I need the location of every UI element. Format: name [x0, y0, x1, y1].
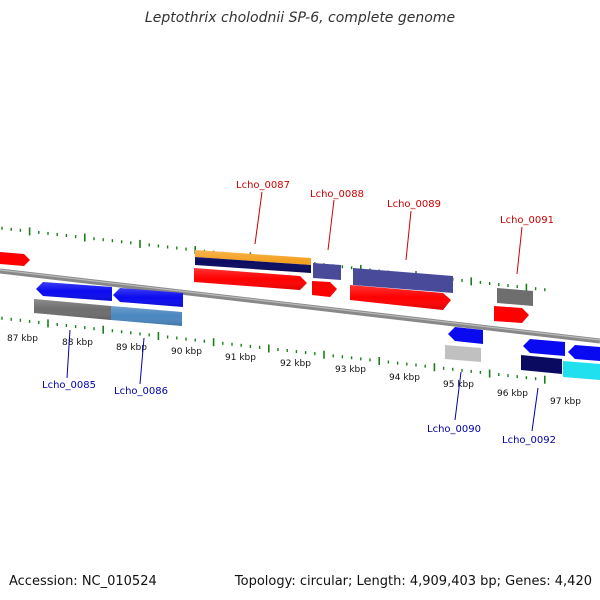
- reverse-tick-row: [1, 316, 546, 384]
- leader-lcho0088: [327, 199, 335, 251]
- feature-shading: [34, 250, 451, 326]
- leader-lcho0087: [254, 191, 263, 245]
- gene-label-lcho0090[interactable]: Lcho_0090: [427, 424, 481, 435]
- feature-lcho0090-lightgray[interactable]: [445, 345, 481, 362]
- kbp-label: 88 kbp: [62, 338, 93, 348]
- kbp-label: 97 kbp: [550, 397, 581, 407]
- kbp-labels: 87 kbp 88 kbp 89 kbp 90 kbp 91 kbp 92 kb…: [7, 334, 581, 407]
- feature-cyan[interactable]: [563, 361, 600, 380]
- feature-lcho0088-purple[interactable]: [313, 263, 341, 280]
- kbp-label: 92 kbp: [280, 359, 311, 369]
- leader-lcho0090: [454, 371, 462, 421]
- gene-label-lcho0085[interactable]: Lcho_0085: [42, 380, 96, 391]
- kbp-label: 89 kbp: [116, 343, 147, 353]
- leader-lcho0086: [139, 337, 145, 385]
- feature-lcho0091-gray[interactable]: [497, 288, 533, 306]
- kbp-label: 93 kbp: [335, 365, 366, 375]
- leader-lcho0092: [531, 387, 539, 432]
- kbp-label: 90 kbp: [171, 347, 202, 357]
- gene-label-lcho0092[interactable]: Lcho_0092: [502, 435, 556, 446]
- leader-lcho0089: [405, 210, 412, 261]
- genome-backbone-highlight: [0, 269, 600, 341]
- gene-leader-lines: [66, 191, 539, 432]
- leader-lcho0085: [66, 329, 71, 379]
- genome-backbone: [0, 268, 600, 344]
- kbp-label: 91 kbp: [225, 353, 256, 363]
- genome-summary: Topology: circular; Length: 4,909,403 bp…: [234, 574, 592, 589]
- accession-label: Accession: NC_010524: [9, 574, 157, 589]
- kbp-label: 96 kbp: [497, 389, 528, 399]
- gene-label-lcho0086[interactable]: Lcho_0086: [114, 386, 168, 397]
- feature-lcho0091-red[interactable]: [494, 306, 529, 323]
- feature-lcho0088-red[interactable]: [312, 281, 337, 297]
- feature-blue-right[interactable]: [568, 345, 600, 361]
- leader-lcho0091: [516, 226, 523, 275]
- feature-lcho0092-navy[interactable]: [521, 355, 562, 374]
- gene-label-lcho0088[interactable]: Lcho_0088: [310, 189, 364, 200]
- kbp-label: 94 kbp: [389, 373, 420, 383]
- feature-lcho0090-blue[interactable]: [448, 327, 483, 344]
- feature-lcho0089-purple[interactable]: [353, 268, 453, 293]
- gene-label-lcho0091[interactable]: Lcho_0091: [500, 215, 554, 226]
- feature-lcho0092-blue[interactable]: [523, 339, 565, 356]
- gene-labels: Lcho_0087 Lcho_0088 Lcho_0089 Lcho_0091 …: [42, 180, 556, 446]
- kbp-label: 87 kbp: [7, 334, 38, 344]
- feature-red-left[interactable]: [0, 252, 30, 266]
- map-title: Leptothrix cholodnii SP-6, complete geno…: [144, 10, 456, 26]
- gene-label-lcho0089[interactable]: Lcho_0089: [387, 199, 441, 210]
- kbp-label: 95 kbp: [443, 380, 474, 390]
- gene-label-lcho0087[interactable]: Lcho_0087: [236, 180, 290, 191]
